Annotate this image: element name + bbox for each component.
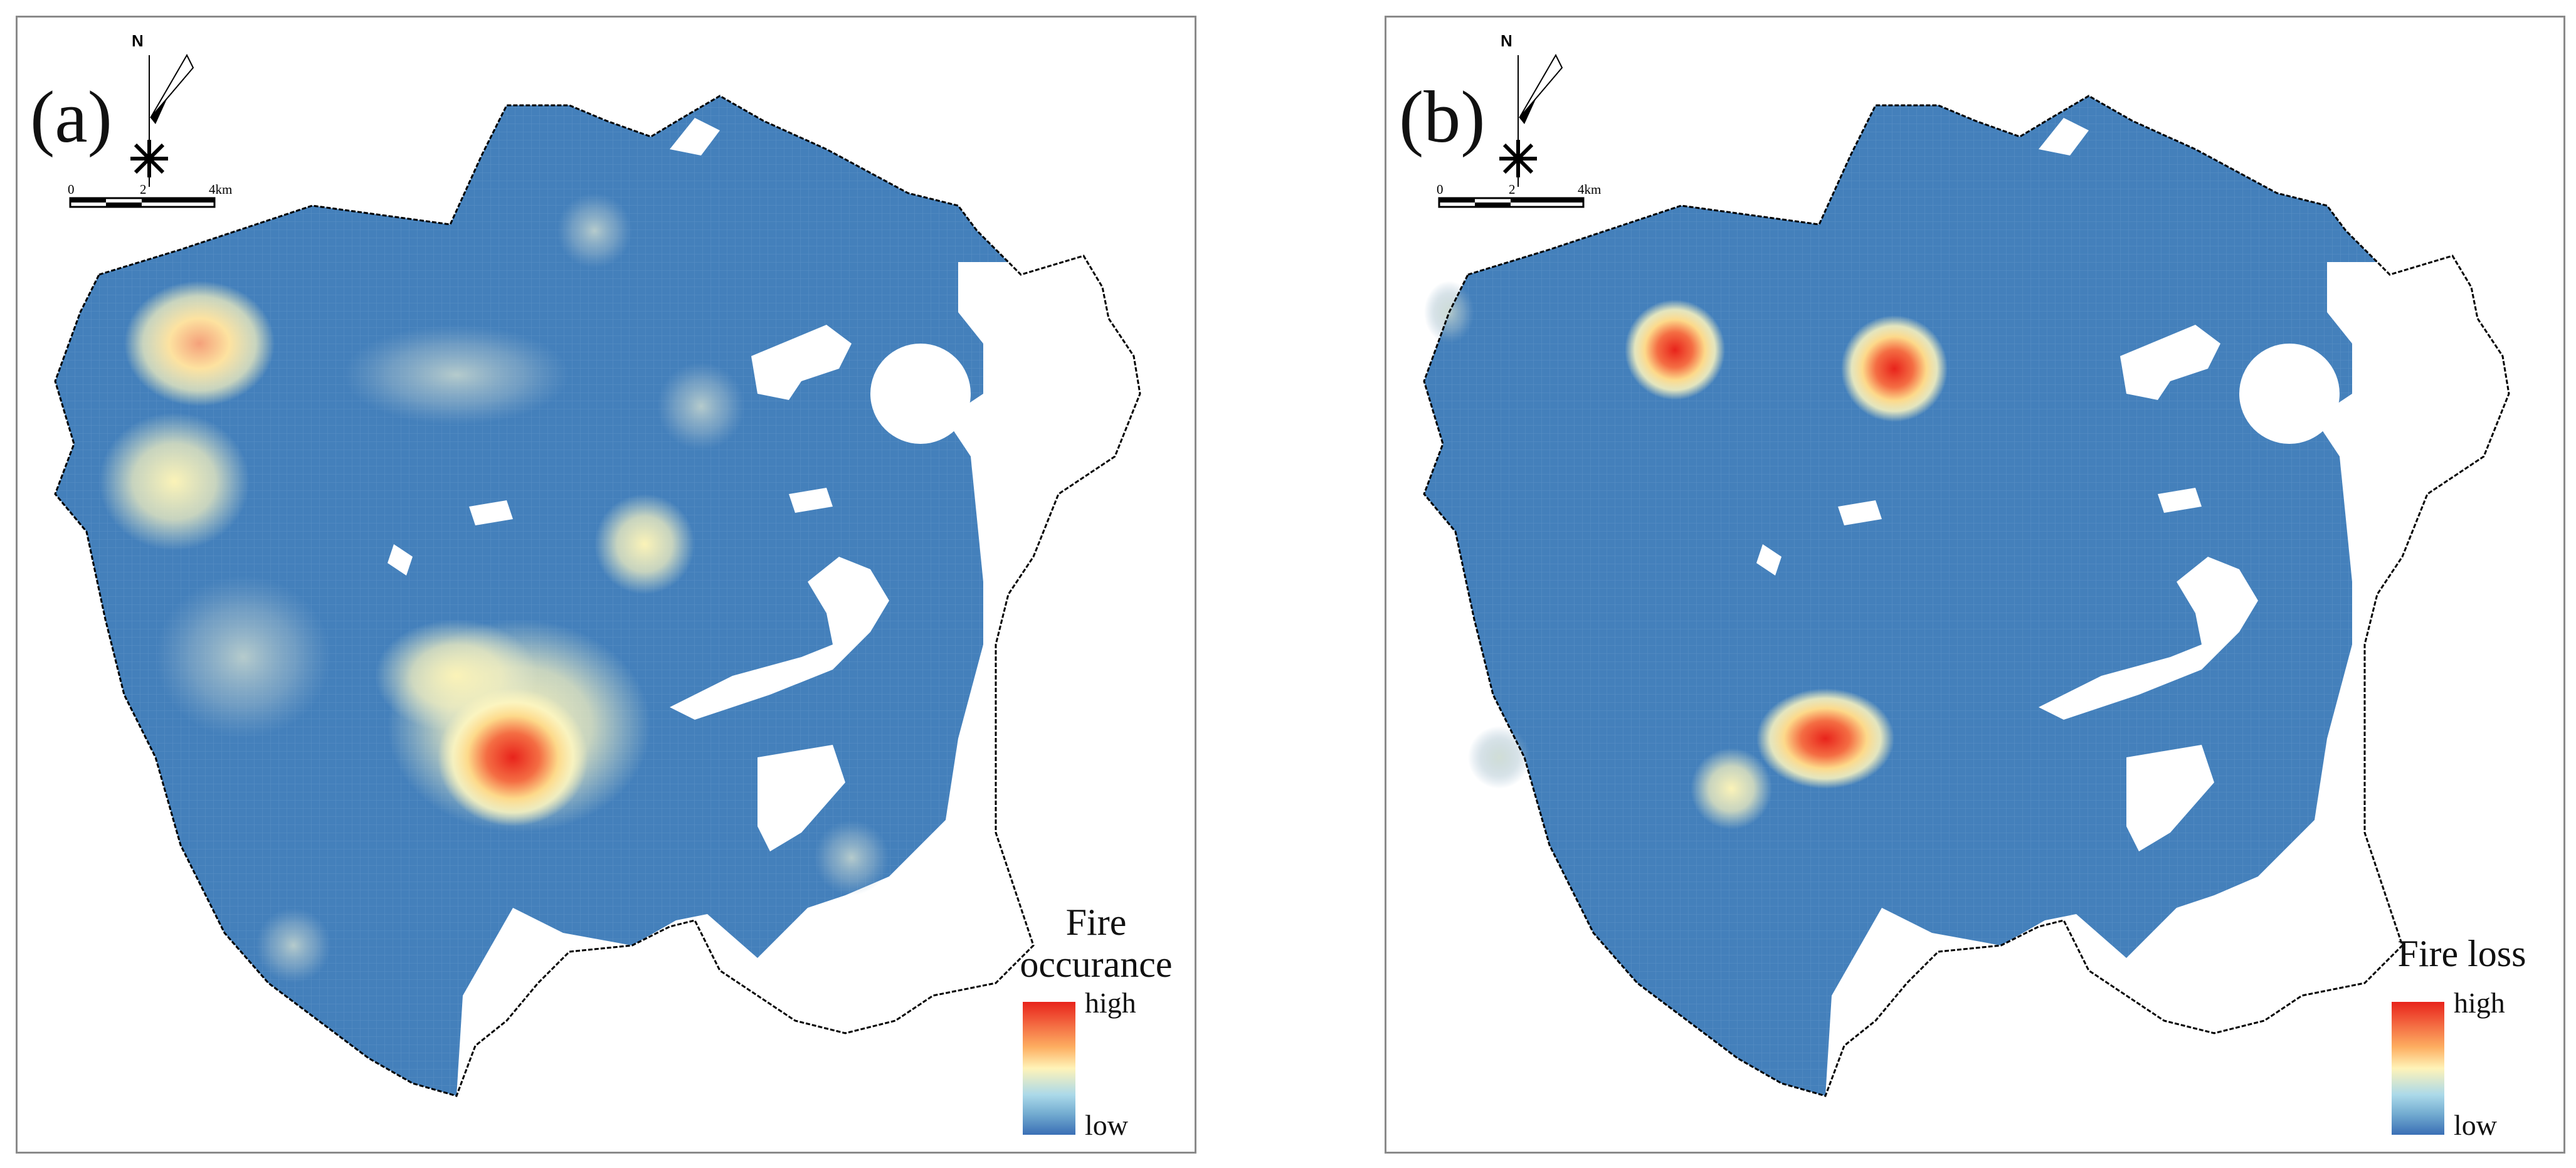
legend-title: Fire occurance — [1002, 902, 1190, 986]
north-arrow-icon — [1499, 53, 1563, 187]
north-label: N — [1501, 31, 1512, 50]
legend-low-label: low — [1085, 1109, 1128, 1141]
hotspots-b — [1424, 281, 1948, 829]
legend-title: Fire loss — [2365, 933, 2559, 975]
panel-b: (b) N 0 2 4km Fire loss high low — [1385, 16, 2565, 1154]
scale-bar — [1438, 197, 1585, 208]
fire-loss-map — [1423, 53, 2510, 1097]
legend-color-ramp — [1023, 1002, 1075, 1135]
no-data-holes — [1756, 118, 2490, 1033]
hotspots-a — [99, 193, 889, 983]
scale-tick-4km: 4km — [209, 182, 233, 197]
scale-bar — [69, 197, 216, 208]
north-label: N — [132, 31, 144, 50]
legend-title-line-2: occurance — [1020, 944, 1173, 986]
north-arrow-icon — [130, 53, 194, 187]
fire-occurrence-map — [54, 53, 1141, 1097]
scale-tick-2: 2 — [1509, 182, 1516, 197]
panel-label: (a) — [30, 76, 112, 158]
no-data-holes — [388, 118, 1121, 1033]
scale-tick-4km: 4km — [1578, 182, 1602, 197]
legend-high-label: high — [2454, 987, 2505, 1019]
legend-color-ramp — [2392, 1002, 2444, 1135]
legend-title-line-1: Fire loss — [2397, 933, 2526, 974]
legend-title-line-1: Fire — [1065, 902, 1127, 943]
scale-tick-0: 0 — [1437, 182, 1444, 197]
panel-a: (a) N 0 2 4km Fire occurance high low — [16, 16, 1196, 1154]
scale-tick-2: 2 — [140, 182, 147, 197]
legend-low-label: low — [2454, 1109, 2497, 1141]
panel-label: (b) — [1399, 76, 1486, 158]
legend-high-label: high — [1085, 987, 1136, 1019]
scale-tick-0: 0 — [68, 182, 75, 197]
